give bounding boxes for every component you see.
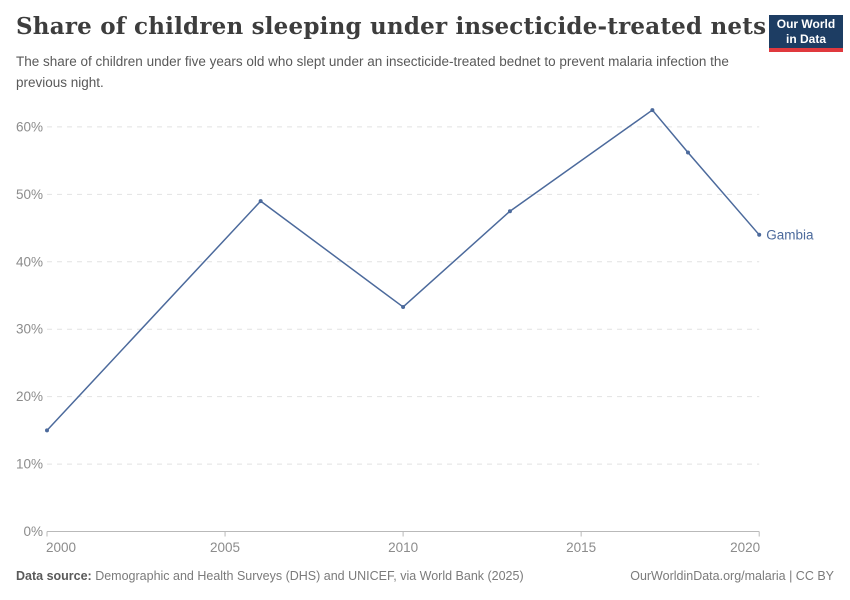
x-tick-label: 2000 bbox=[46, 540, 76, 555]
data-point-marker[interactable] bbox=[258, 199, 263, 204]
x-tick-label: 2010 bbox=[388, 540, 418, 555]
owid-logo-line1: Our World bbox=[776, 17, 836, 31]
x-tick-label: 2020 bbox=[730, 540, 760, 555]
y-tick-label: 0% bbox=[23, 524, 43, 539]
data-point-marker[interactable] bbox=[45, 428, 49, 433]
owid-logo[interactable]: Our World in Data bbox=[769, 15, 843, 52]
entity-label-gambia[interactable]: Gambia bbox=[766, 227, 814, 242]
data-point-marker[interactable] bbox=[401, 304, 406, 309]
data-point-marker[interactable] bbox=[757, 232, 762, 237]
data-point-marker[interactable] bbox=[507, 209, 512, 214]
y-tick-label: 50% bbox=[16, 187, 43, 202]
page-title: Share of children sleeping under insecti… bbox=[16, 13, 767, 40]
y-tick-label: 60% bbox=[16, 119, 43, 134]
y-tick-label: 40% bbox=[16, 254, 43, 269]
x-tick-label: 2005 bbox=[210, 540, 240, 555]
line-series-gambia[interactable] bbox=[46, 109, 760, 432]
license-link[interactable]: OurWorldinData.org/malaria | CC BY bbox=[630, 569, 834, 583]
x-tick-label: 2015 bbox=[566, 540, 596, 555]
y-tick-label: 20% bbox=[16, 389, 43, 404]
data-point-marker[interactable] bbox=[685, 150, 690, 155]
owid-logo-line2: in Data bbox=[785, 31, 826, 46]
chart-subtitle: The share of children under five years o… bbox=[16, 54, 729, 90]
data-point-marker[interactable] bbox=[650, 108, 655, 113]
data-source-text: Demographic and Health Surveys (DHS) and… bbox=[91, 569, 524, 583]
y-tick-label: 10% bbox=[16, 457, 43, 472]
data-source-label: Data source: bbox=[16, 569, 92, 583]
data-source-note: Data source: Demographic and Health Surv… bbox=[16, 569, 524, 583]
y-tick-label: 30% bbox=[16, 322, 43, 337]
